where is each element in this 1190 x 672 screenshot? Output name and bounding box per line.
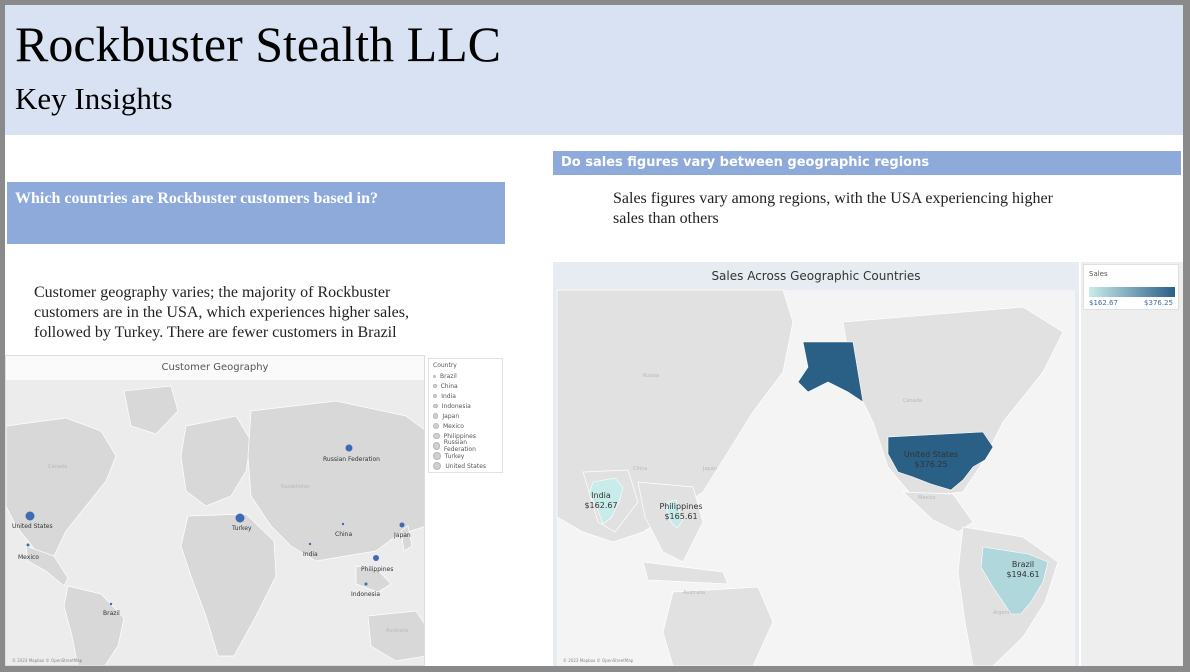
customer-point-label: Mexico <box>18 554 39 561</box>
customer-point-china[interactable] <box>341 522 345 526</box>
sales-color-ramp <box>1089 287 1175 297</box>
sales-legend-max: $376.25 <box>1144 299 1173 307</box>
customer-point-label: Russian Federation <box>323 456 380 463</box>
sales-region-value: $194.61 <box>1006 570 1039 579</box>
customer-point-indonesia[interactable] <box>364 582 368 586</box>
country-legend-label: Philippines <box>443 432 476 440</box>
svg-text:Russia: Russia <box>643 373 659 379</box>
sales-region-united-states[interactable] <box>797 341 994 491</box>
page-title: Rockbuster Stealth LLC <box>15 16 502 72</box>
customer-geography-map[interactable]: Canada Kazakhstan Australia © 2023 Mapbo… <box>5 355 425 666</box>
svg-text:Canada: Canada <box>48 464 67 470</box>
insight-customer-geography: Customer geography varies; the majority … <box>34 284 409 341</box>
legend-circle-icon <box>433 461 442 471</box>
customer-point-label: China <box>335 531 352 538</box>
sales-map[interactable]: Russia China Japan Canada Mexico Austral… <box>553 262 1079 666</box>
insight-sales-regions: Sales figures vary among regions, with t… <box>613 190 1053 227</box>
legend-circle-icon <box>433 442 440 450</box>
country-legend-item[interactable]: China <box>433 381 498 391</box>
country-legend-item[interactable]: India <box>433 391 498 401</box>
country-legend: Country Brazil China India Indonesia Japan Me… <box>428 358 503 473</box>
sales-region-brazil[interactable] <box>980 546 1049 615</box>
customer-point-india[interactable] <box>308 542 312 546</box>
customer-point-united-states[interactable] <box>25 511 35 521</box>
page-subtitle: Key Insights <box>15 81 173 116</box>
country-legend-label: Indonesia <box>441 402 471 410</box>
svg-text:China: China <box>633 466 647 472</box>
sales-region-philippines[interactable] <box>666 499 684 529</box>
customer-point-label: Brazil <box>103 610 120 617</box>
customer-geography-map-canvas: Canada Kazakhstan Australia © 2023 Mapbo… <box>6 380 424 665</box>
country-legend-item[interactable]: United States <box>433 461 498 471</box>
country-legend-item[interactable]: Indonesia <box>433 401 498 411</box>
country-legend-label: Russian Federation <box>443 439 476 453</box>
customer-point-label: Philippines <box>361 566 393 573</box>
legend-circle-icon <box>433 423 439 429</box>
customer-point-label: Japan <box>393 532 411 539</box>
country-legend-item[interactable]: Russian Federation <box>433 439 498 453</box>
map-attribution: © 2023 Mapbox © OpenStreetMap <box>12 658 83 663</box>
sales-legend-panel: Sales $162.67 $376.25 <box>1081 262 1183 666</box>
sales-legend: Sales $162.67 $376.25 <box>1083 264 1179 310</box>
question-sales-regions: Do sales figures vary between geographic… <box>553 151 1181 175</box>
country-legend-label: United States <box>445 462 487 470</box>
sales-region-name: United States <box>904 450 958 459</box>
sales-region-name: Brazil <box>1012 560 1034 569</box>
country-legend-item[interactable]: Japan <box>433 411 498 421</box>
sales-region-value: $165.61 <box>664 512 697 521</box>
country-legend-label: India <box>441 392 456 400</box>
legend-circle-icon <box>433 403 438 409</box>
country-legend-label: Brazil <box>440 372 457 380</box>
customer-point-label: Indonesia <box>351 591 380 598</box>
header-banner: Rockbuster Stealth LLC Key Insights <box>5 5 1183 135</box>
customer-point-mexico[interactable] <box>26 543 30 547</box>
svg-text:Kazakhstan: Kazakhstan <box>281 484 310 490</box>
legend-circle-icon <box>433 413 439 419</box>
country-legend-label: Mexico <box>443 422 464 430</box>
sales-legend-min: $162.67 <box>1089 299 1118 307</box>
customer-point-label: Turkey <box>231 525 252 532</box>
country-legend-item[interactable]: Turkey <box>433 451 498 461</box>
customer-point-russian-federation[interactable] <box>345 444 353 452</box>
slide: Rockbuster Stealth LLC Key Insights Whic… <box>5 5 1183 666</box>
svg-text:Canada: Canada <box>903 398 922 404</box>
country-legend-label: China <box>440 382 458 390</box>
customer-point-turkey[interactable] <box>235 513 245 523</box>
svg-text:Australia: Australia <box>683 590 705 596</box>
sales-region-name: Philippines <box>659 502 702 511</box>
sales-region-value: $162.67 <box>584 501 617 510</box>
legend-circle-icon <box>433 452 441 460</box>
legend-circle-icon <box>433 384 437 388</box>
customer-point-japan[interactable] <box>399 522 405 528</box>
sales-region-value: $376.25 <box>914 460 947 469</box>
country-legend-item[interactable]: Brazil <box>433 371 498 381</box>
legend-circle-icon <box>433 432 440 440</box>
customer-point-philippines[interactable] <box>373 555 379 561</box>
sales-region-name: India <box>591 491 611 500</box>
country-legend-label: Turkey <box>444 452 465 460</box>
country-legend-item[interactable]: Philippines <box>433 431 498 441</box>
question-customer-countries: Which countries are Rockbuster customers… <box>7 182 505 244</box>
country-legend-label: Japan <box>442 412 460 420</box>
sales-legend-title: Sales <box>1089 270 1108 278</box>
customer-point-label: India <box>303 551 318 558</box>
customer-point-brazil[interactable] <box>109 602 113 606</box>
sales-map-title: Sales Across Geographic Countries <box>711 269 921 283</box>
svg-text:Argentina: Argentina <box>993 610 1017 616</box>
legend-circle-icon <box>433 393 438 399</box>
sales-map-canvas: Russia China Japan Canada Mexico Austral… <box>556 289 1075 666</box>
country-legend-item[interactable]: Mexico <box>433 421 498 431</box>
svg-text:Mexico: Mexico <box>918 495 935 501</box>
svg-text:Australia: Australia <box>386 628 408 634</box>
legend-circle-icon <box>433 374 436 378</box>
customer-geography-title: Customer Geography <box>6 356 424 380</box>
customer-point-label: United States <box>12 523 53 530</box>
sales-region-india[interactable] <box>588 477 624 525</box>
sales-map-attribution: © 2023 Mapbox © OpenStreetMap <box>563 658 634 663</box>
svg-text:Japan: Japan <box>702 466 717 472</box>
country-legend-title: Country <box>433 362 457 369</box>
